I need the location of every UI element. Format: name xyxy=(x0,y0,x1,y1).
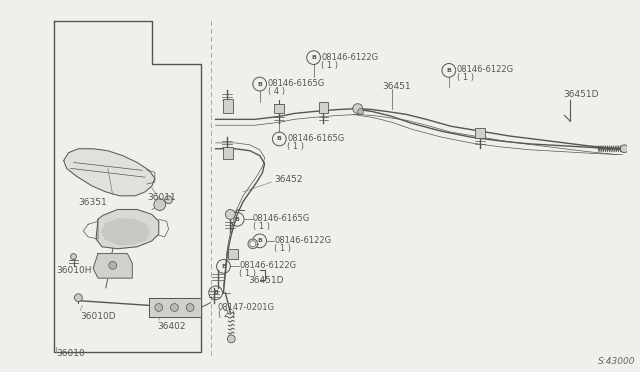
Polygon shape xyxy=(96,209,159,249)
Text: B: B xyxy=(447,68,451,73)
Circle shape xyxy=(70,254,76,260)
Text: B: B xyxy=(277,137,282,141)
Text: 36451D: 36451D xyxy=(248,276,284,285)
Text: 36452: 36452 xyxy=(275,175,303,184)
Circle shape xyxy=(225,209,236,219)
Text: 08146-6122G: 08146-6122G xyxy=(457,65,514,74)
Text: ( 1 ): ( 1 ) xyxy=(275,244,291,253)
FancyBboxPatch shape xyxy=(476,128,485,138)
Polygon shape xyxy=(102,219,149,244)
FancyBboxPatch shape xyxy=(319,102,328,113)
Text: B: B xyxy=(311,55,316,60)
FancyBboxPatch shape xyxy=(275,104,284,113)
Text: 36351: 36351 xyxy=(79,198,107,207)
Text: ( 2 ): ( 2 ) xyxy=(218,311,235,320)
Text: 36010: 36010 xyxy=(56,349,84,358)
Circle shape xyxy=(358,109,364,115)
Text: ( 1 ): ( 1 ) xyxy=(321,61,339,70)
Polygon shape xyxy=(64,149,155,196)
Text: B: B xyxy=(257,81,262,87)
Circle shape xyxy=(353,104,363,113)
FancyBboxPatch shape xyxy=(228,249,238,259)
Circle shape xyxy=(74,294,83,302)
FancyBboxPatch shape xyxy=(223,99,233,113)
Circle shape xyxy=(248,239,258,249)
Circle shape xyxy=(170,304,179,311)
Text: 08146-6165G: 08146-6165G xyxy=(287,134,344,143)
Text: 36010D: 36010D xyxy=(81,312,116,321)
Text: 08146-6165G: 08146-6165G xyxy=(268,79,324,88)
Polygon shape xyxy=(93,254,132,278)
Circle shape xyxy=(250,241,256,247)
Circle shape xyxy=(227,335,236,343)
Text: 36402: 36402 xyxy=(157,322,186,331)
Polygon shape xyxy=(149,298,201,317)
Text: ( 1 ): ( 1 ) xyxy=(239,269,256,278)
Text: 36451: 36451 xyxy=(382,82,411,91)
Text: 08147-0201G: 08147-0201G xyxy=(218,302,275,312)
Text: B: B xyxy=(221,264,226,269)
Text: B: B xyxy=(213,290,218,295)
Text: 36011: 36011 xyxy=(147,193,176,202)
Text: 08146-6122G: 08146-6122G xyxy=(275,236,332,245)
Text: ( 1 ): ( 1 ) xyxy=(287,142,304,151)
Text: ( 4 ): ( 4 ) xyxy=(268,87,285,96)
Circle shape xyxy=(164,196,173,203)
Circle shape xyxy=(620,145,628,153)
Circle shape xyxy=(155,304,163,311)
FancyBboxPatch shape xyxy=(223,147,233,158)
Circle shape xyxy=(154,199,166,211)
Circle shape xyxy=(109,262,116,269)
Text: B: B xyxy=(235,217,239,222)
Text: S:43000: S:43000 xyxy=(598,356,636,366)
Circle shape xyxy=(186,304,194,311)
Text: 08146-6122G: 08146-6122G xyxy=(321,53,379,62)
Text: ( 1 ): ( 1 ) xyxy=(253,222,270,231)
Text: 36451D: 36451D xyxy=(563,90,599,99)
Text: 36010H: 36010H xyxy=(56,266,92,275)
Text: 08146-6165G: 08146-6165G xyxy=(253,214,310,224)
Text: ( 1 ): ( 1 ) xyxy=(457,73,474,82)
Text: B: B xyxy=(257,238,262,243)
Text: 08146-6122G: 08146-6122G xyxy=(239,262,296,270)
